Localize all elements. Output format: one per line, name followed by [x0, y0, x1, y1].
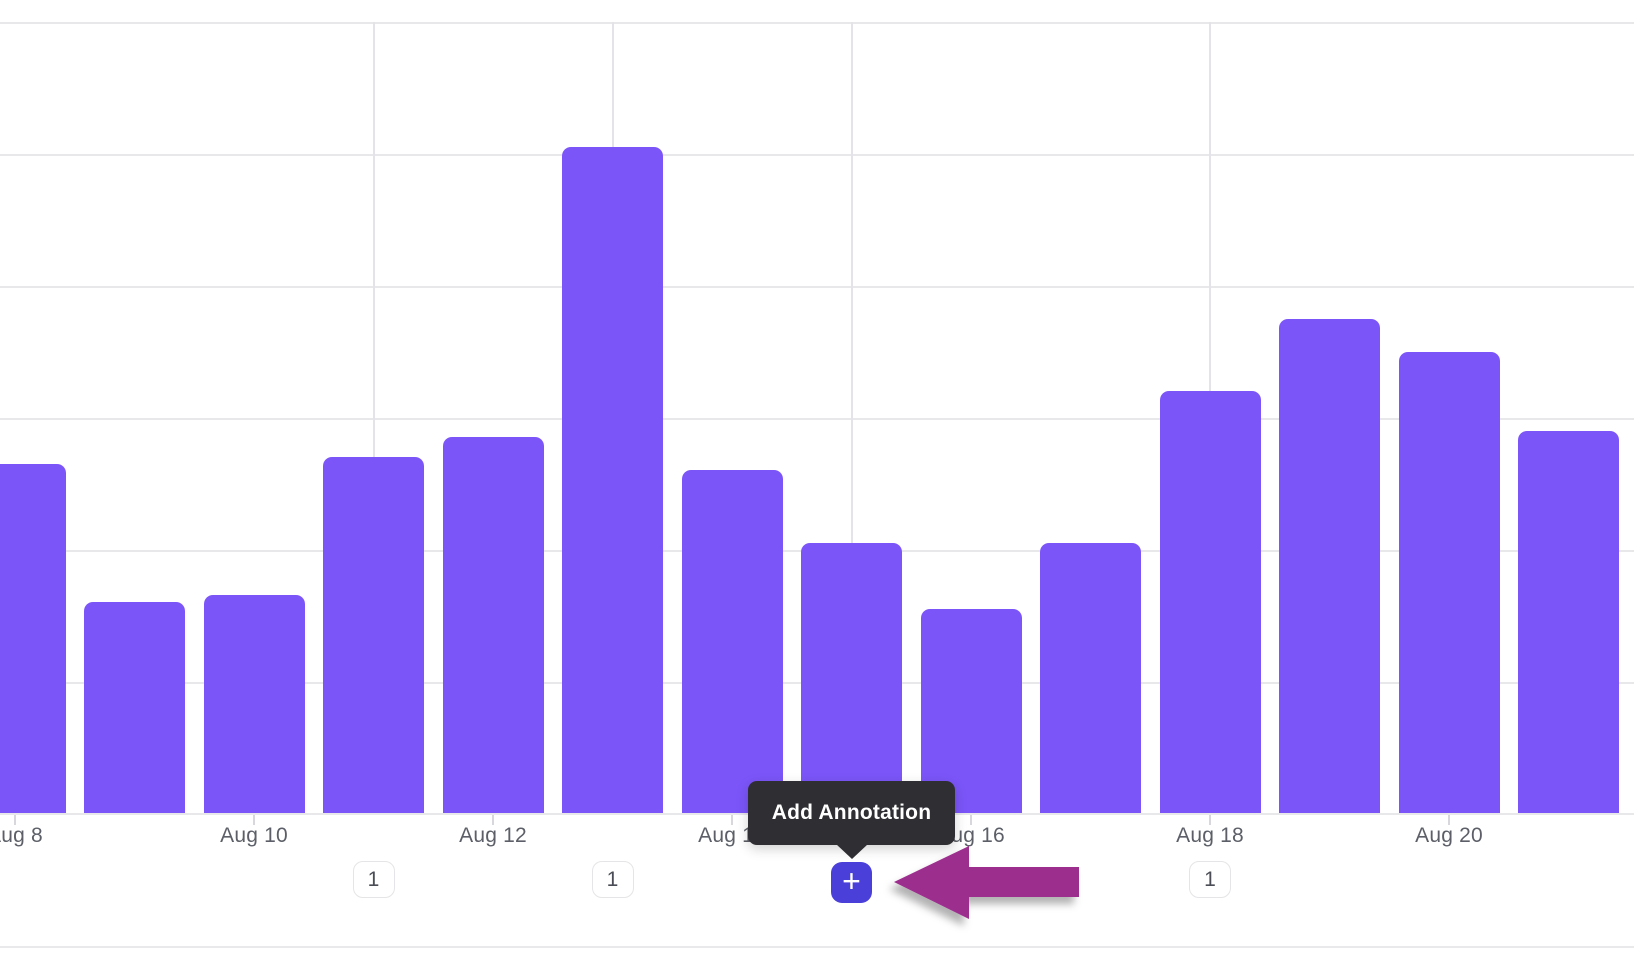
x-axis-tick [492, 813, 494, 825]
x-axis-tick [970, 813, 972, 825]
bar[interactable] [1279, 319, 1380, 813]
bar[interactable] [323, 457, 424, 813]
left-arrow-shape [894, 846, 1079, 919]
x-axis-tick [253, 813, 255, 825]
add-annotation-tooltip: Add Annotation [748, 781, 955, 859]
x-axis-tick [14, 813, 16, 825]
bar[interactable] [920, 609, 1022, 813]
annotation-vline [850, 22, 853, 813]
bar[interactable] [0, 464, 66, 813]
bar[interactable] [84, 602, 185, 813]
horizontal-gridline [0, 154, 1634, 156]
x-axis-tick [1209, 813, 1211, 825]
x-axis-tick [731, 813, 733, 825]
bar[interactable] [1398, 352, 1500, 813]
bar[interactable] [562, 147, 663, 813]
horizontal-gridline [0, 418, 1634, 420]
bar[interactable] [442, 437, 544, 813]
bottom-divider [0, 946, 1634, 948]
plus-icon: + [842, 863, 861, 899]
x-axis-label: Aug 20 [1415, 824, 1483, 847]
horizontal-gridline [0, 22, 1634, 24]
add-annotation-button[interactable]: + [831, 862, 872, 903]
horizontal-gridline [0, 286, 1634, 288]
x-axis-label: Aug 12 [459, 824, 527, 847]
bar[interactable] [801, 543, 902, 813]
annotation-badge[interactable]: 1 [1189, 861, 1231, 898]
x-axis-tick [1448, 813, 1450, 825]
annotation-vline [372, 22, 375, 813]
tooltip-label: Add Annotation [771, 801, 932, 824]
annotation-badge[interactable]: 1 [352, 861, 395, 898]
x-axis-label: Aug 18 [1176, 824, 1244, 847]
annotation-badge[interactable]: 1 [591, 861, 634, 898]
x-axis-label: Aug 10 [220, 824, 288, 847]
bar[interactable] [1040, 543, 1141, 813]
x-axis-label: Aug 8 [0, 824, 43, 847]
tooltip-caret [835, 844, 868, 859]
bar[interactable] [681, 470, 783, 813]
bar[interactable] [1518, 431, 1619, 813]
bar[interactable] [1159, 391, 1261, 813]
bar[interactable] [203, 595, 305, 813]
